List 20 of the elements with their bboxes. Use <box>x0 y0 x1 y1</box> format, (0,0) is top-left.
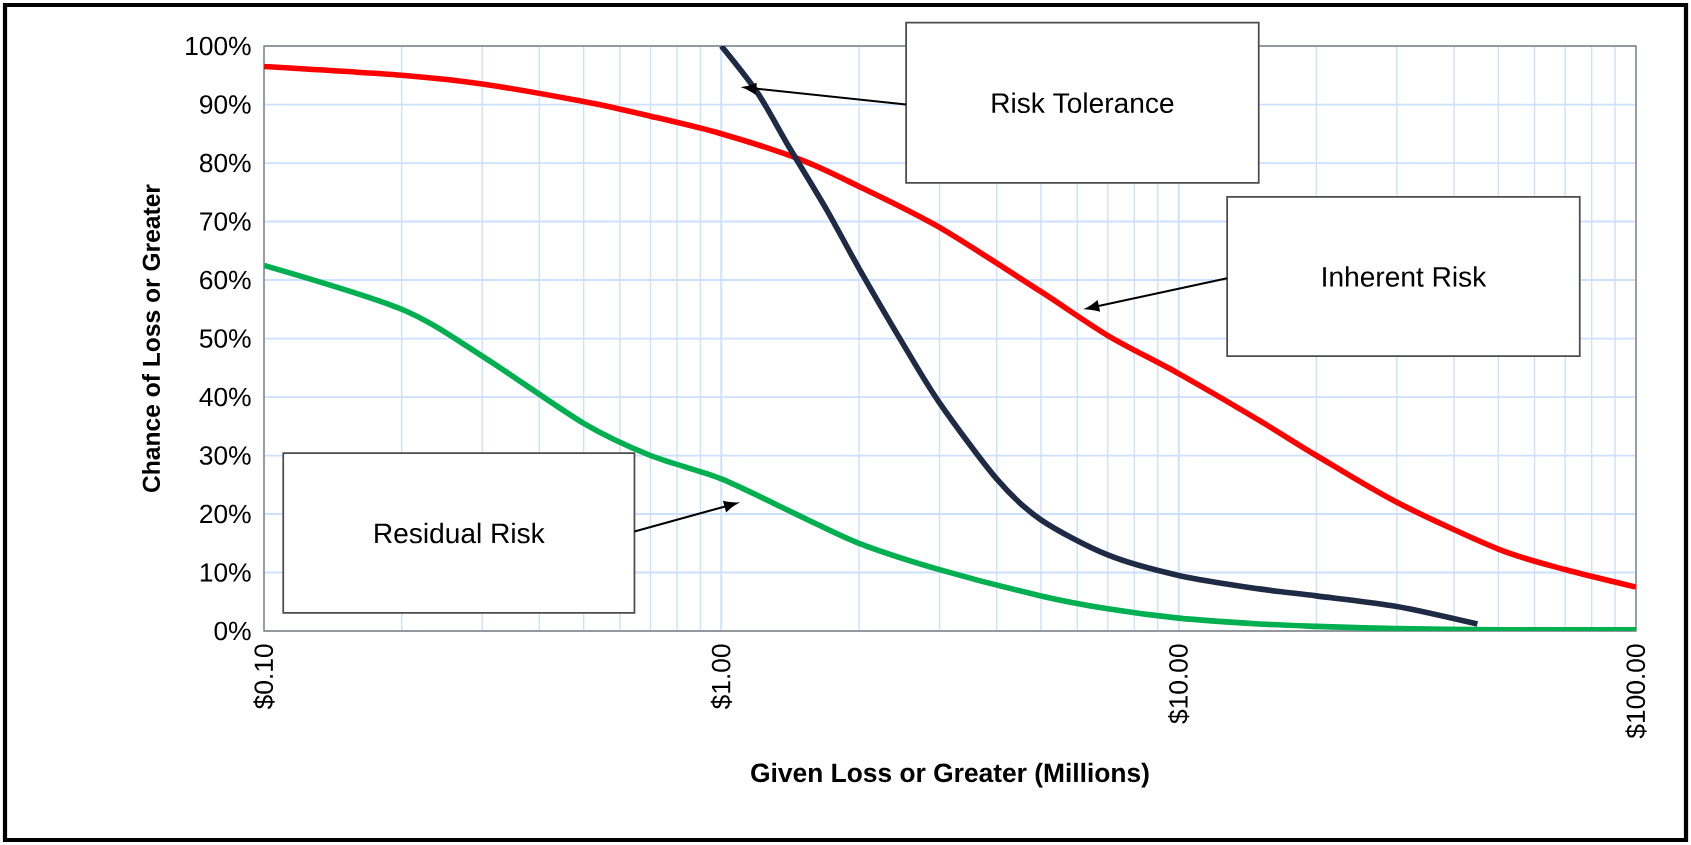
y-tick-label: 80% <box>199 153 251 173</box>
x-tick-label: $100.00 <box>1625 644 1647 739</box>
y-tick-label: 70% <box>200 212 251 231</box>
annotation: Inherent Risk <box>1323 266 1487 287</box>
x-axis-title: Given Loss or Greater (Millions) <box>751 762 1149 788</box>
x-tick-label: $10.00 <box>1168 644 1190 724</box>
y-tick-label: 0% <box>214 621 251 641</box>
x-tick-label: $0.10 <box>253 644 275 710</box>
y-tick-label: 50% <box>199 329 251 348</box>
annotation: Residual Risk <box>375 522 545 544</box>
y-tick-label: 10% <box>200 563 251 582</box>
y-tick-label: 40% <box>199 387 251 407</box>
y-tick-label: 20% <box>200 504 251 524</box>
y-tick-label: 30% <box>199 446 251 465</box>
y-tick-label: 90% <box>200 95 251 114</box>
y-tick-label: 100% <box>186 36 251 56</box>
annotation: Risk Tolerance <box>992 92 1174 114</box>
y-tick-label: 60% <box>200 270 251 290</box>
x-tick-label: $1.00 <box>710 644 732 710</box>
y-axis-title: Chance of Loss or Greater <box>141 184 161 492</box>
